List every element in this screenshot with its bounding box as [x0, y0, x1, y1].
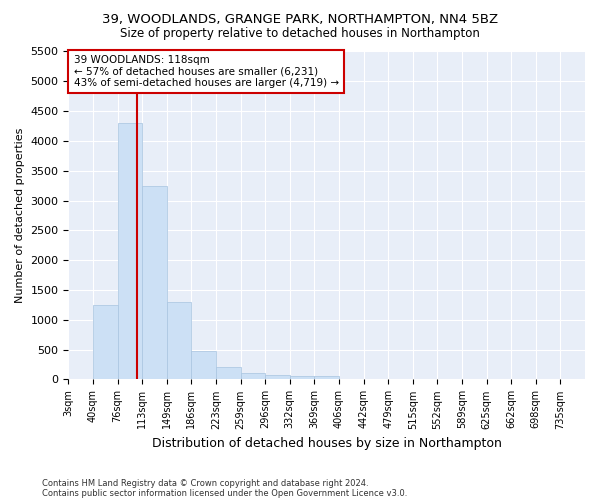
Text: Size of property relative to detached houses in Northampton: Size of property relative to detached ho… — [120, 28, 480, 40]
Bar — [314, 376, 339, 380]
Bar — [118, 123, 142, 380]
X-axis label: Distribution of detached houses by size in Northampton: Distribution of detached houses by size … — [152, 437, 502, 450]
Bar — [167, 302, 191, 380]
Text: Contains HM Land Registry data © Crown copyright and database right 2024.: Contains HM Land Registry data © Crown c… — [42, 478, 368, 488]
Bar — [290, 376, 314, 380]
Bar — [93, 305, 118, 380]
Bar — [265, 375, 290, 380]
Bar — [241, 374, 265, 380]
Text: 39, WOODLANDS, GRANGE PARK, NORTHAMPTON, NN4 5BZ: 39, WOODLANDS, GRANGE PARK, NORTHAMPTON,… — [102, 12, 498, 26]
Y-axis label: Number of detached properties: Number of detached properties — [15, 128, 25, 303]
Text: Contains public sector information licensed under the Open Government Licence v3: Contains public sector information licen… — [42, 488, 407, 498]
Bar — [191, 351, 216, 380]
Bar — [142, 186, 167, 380]
Text: 39 WOODLANDS: 118sqm
← 57% of detached houses are smaller (6,231)
43% of semi-de: 39 WOODLANDS: 118sqm ← 57% of detached h… — [74, 55, 338, 88]
Bar — [216, 367, 241, 380]
